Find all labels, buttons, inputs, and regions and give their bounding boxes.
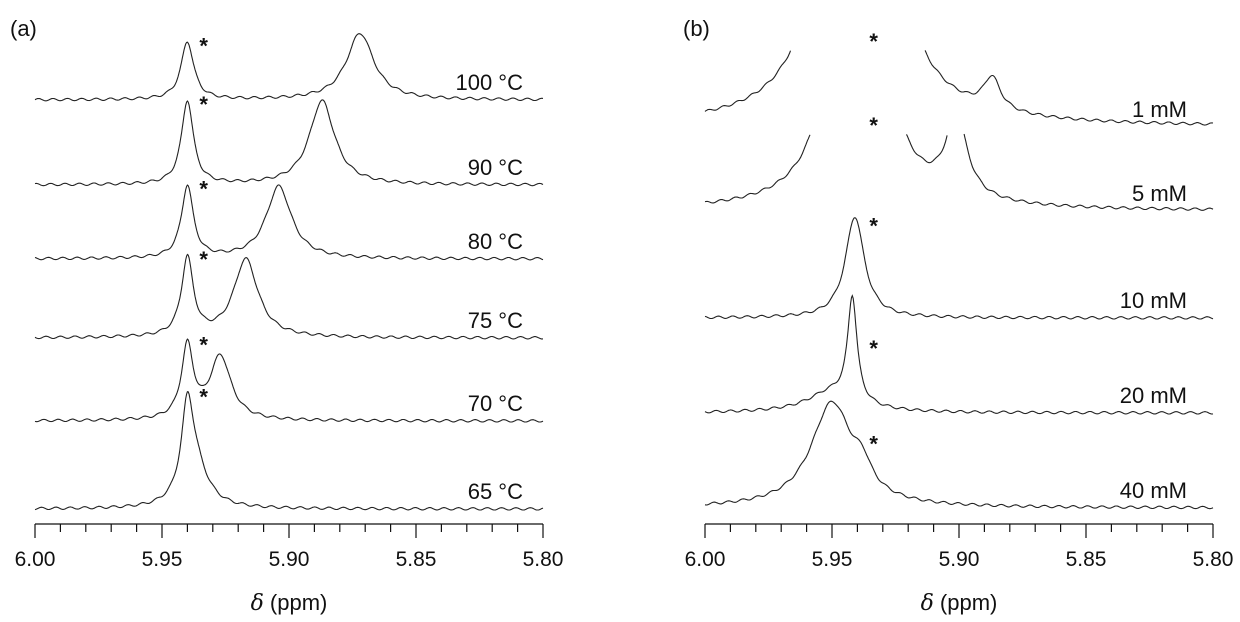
x-axis-title: δ (ppm) bbox=[921, 590, 998, 616]
x-tick-label: 5.85 bbox=[1066, 548, 1107, 571]
spectrum-trace bbox=[34, 184, 544, 261]
x-tick-label: 5.80 bbox=[1193, 548, 1234, 571]
x-tick-label: 5.85 bbox=[396, 548, 437, 571]
spectrum-trace bbox=[704, 294, 1214, 415]
series-label: 65 °C bbox=[468, 479, 523, 504]
spectrum-trace bbox=[34, 338, 544, 423]
spectrum-trace bbox=[704, 133, 1214, 211]
panel-label: (a) bbox=[10, 16, 37, 41]
series-label: 1 mM bbox=[1132, 97, 1187, 122]
series-label: 100 °C bbox=[455, 70, 523, 95]
reference-marker: * bbox=[199, 177, 208, 202]
spectrum-trace bbox=[34, 253, 543, 340]
reference-marker: * bbox=[199, 92, 208, 117]
x-tick-label: 5.95 bbox=[142, 548, 183, 571]
series-label: 40 mM bbox=[1120, 478, 1187, 503]
x-axis-symbol: δ bbox=[921, 591, 934, 616]
reference-marker: * bbox=[869, 213, 878, 238]
series-label: 70 °C bbox=[468, 391, 523, 416]
x-tick-label: 5.95 bbox=[812, 548, 853, 571]
x-axis-unit: (ppm) bbox=[940, 590, 997, 615]
reference-marker: * bbox=[199, 332, 208, 357]
x-tick-label: 6.00 bbox=[15, 548, 56, 571]
spectrum-trace bbox=[704, 400, 1214, 510]
reference-marker: * bbox=[869, 29, 878, 54]
spectrum-trace bbox=[704, 217, 1214, 320]
spectrum-trace bbox=[34, 33, 544, 102]
reference-marker: * bbox=[199, 247, 208, 272]
x-tick-label: 5.90 bbox=[269, 548, 310, 571]
spectrum-trace bbox=[34, 99, 544, 187]
x-tick-label: 5.90 bbox=[939, 548, 980, 571]
series-label: 5 mM bbox=[1132, 181, 1187, 206]
spectrum-trace bbox=[704, 50, 1214, 126]
panel-label: (b) bbox=[683, 16, 710, 41]
reference-marker: * bbox=[869, 336, 878, 361]
series-label: 20 mM bbox=[1120, 383, 1187, 408]
reference-marker: * bbox=[869, 113, 878, 138]
x-tick-label: 5.80 bbox=[523, 548, 564, 571]
x-tick-label: 6.00 bbox=[685, 548, 726, 571]
panel-b: (b) 6.00 5.95 5.90 5.85 5.80 δ (ppm) * 1 mM * 5 mM *… bbox=[683, 16, 1233, 616]
panel-a: (a) 6.00 5.95 5.90 5.85 5.80 δ (ppm) * 100 °C * 90 … bbox=[10, 16, 563, 616]
x-axis-symbol: δ bbox=[251, 591, 264, 616]
x-axis-unit: (ppm) bbox=[270, 590, 327, 615]
reference-marker: * bbox=[199, 384, 208, 409]
series-label: 75 °C bbox=[468, 308, 523, 333]
x-axis-title: δ (ppm) bbox=[251, 590, 328, 616]
reference-marker: * bbox=[199, 33, 208, 58]
series-label: 90 °C bbox=[468, 155, 523, 180]
spectrum-trace bbox=[34, 391, 544, 511]
series-label: 10 mM bbox=[1120, 288, 1187, 313]
reference-marker: * bbox=[869, 432, 878, 457]
series-label: 80 °C bbox=[468, 229, 523, 254]
